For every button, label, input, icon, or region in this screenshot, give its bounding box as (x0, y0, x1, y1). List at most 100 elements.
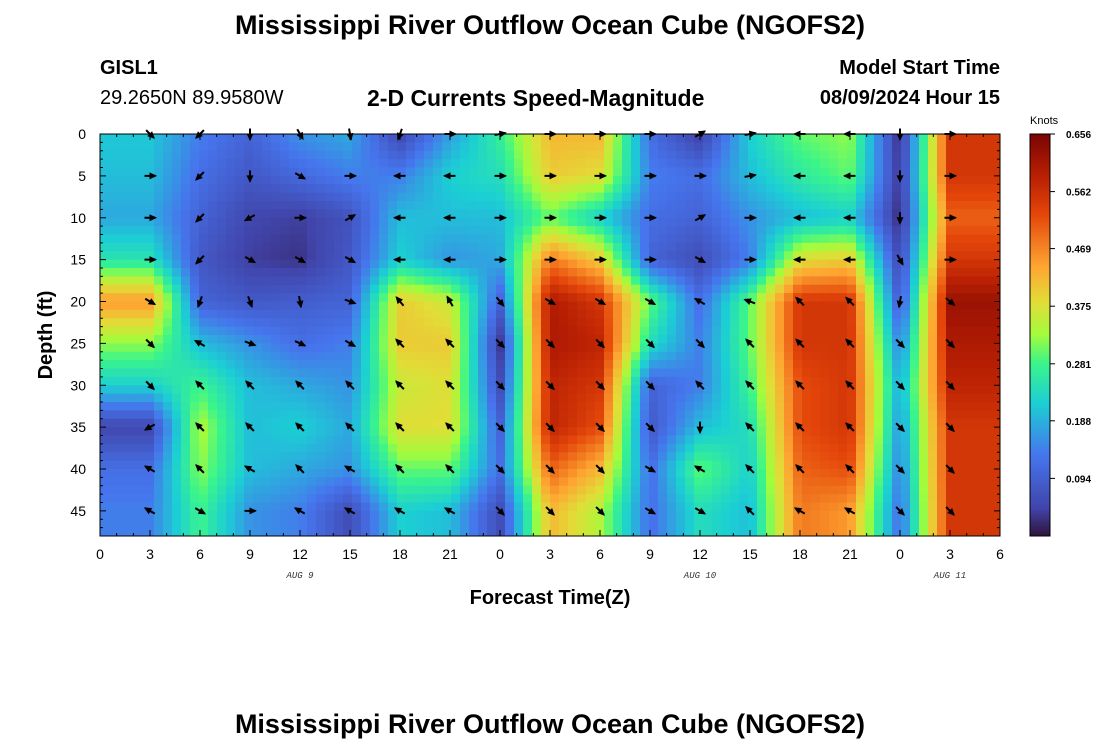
heatmap-cell (244, 351, 254, 361)
heatmap-cell (676, 502, 686, 512)
heatmap-cell (685, 452, 695, 462)
heatmap-cell (352, 268, 362, 277)
heatmap-cell (955, 443, 965, 453)
heatmap-cell (658, 360, 668, 370)
heatmap-cell (343, 326, 353, 336)
heatmap-cell (964, 326, 974, 336)
heatmap-cell (559, 242, 569, 252)
current-arrow (445, 422, 455, 432)
heatmap-cell (154, 150, 164, 160)
current-arrow (694, 256, 707, 264)
heatmap-cell (289, 276, 299, 286)
heatmap-cell (946, 376, 956, 386)
heatmap-cell (100, 175, 110, 185)
heatmap-cell (919, 427, 929, 437)
heatmap-cell (757, 519, 767, 529)
heatmap-cell (550, 527, 560, 536)
current-arrow (245, 380, 255, 390)
heatmap-cell (415, 477, 425, 487)
heatmap-cell (109, 142, 119, 152)
heatmap-cell (145, 402, 155, 411)
heatmap-cell (505, 184, 515, 194)
heatmap-cell (703, 242, 713, 252)
current-arrow (195, 422, 205, 432)
heatmap-cell (280, 192, 290, 202)
heatmap-cell (397, 527, 407, 536)
heatmap-cell (766, 427, 776, 437)
heatmap-cell (856, 460, 866, 470)
heatmap-cell (217, 301, 227, 311)
heatmap-cell (487, 309, 497, 319)
heatmap-cell (847, 234, 857, 244)
heatmap-cell (568, 368, 578, 378)
heatmap-cell (190, 519, 200, 529)
heatmap-cell (343, 335, 353, 344)
heatmap-cell (505, 234, 515, 244)
heatmap-cell (127, 510, 137, 520)
heatmap-cell (397, 410, 407, 420)
heatmap-cell (910, 343, 920, 353)
heatmap-cell (424, 376, 434, 386)
heatmap-cell (748, 142, 758, 152)
heatmap-cell (127, 402, 137, 411)
heatmap-cell (991, 175, 1000, 185)
heatmap-cell (955, 469, 965, 478)
heatmap-cell (802, 226, 812, 236)
heatmap-cell (901, 309, 911, 319)
heatmap-cell (586, 201, 596, 210)
heatmap-cell (676, 259, 686, 269)
heatmap-cell (163, 284, 173, 294)
heatmap-cell (460, 335, 470, 344)
heatmap-cell (487, 460, 497, 470)
heatmap-cell (946, 259, 956, 269)
heatmap-cell (316, 301, 326, 311)
heatmap-cell (325, 376, 335, 386)
heatmap-cell (937, 494, 947, 504)
heatmap-cell (559, 150, 569, 160)
heatmap-cell (559, 510, 569, 520)
heatmap-cell (343, 477, 353, 487)
heatmap-cell (649, 510, 659, 520)
heatmap-cell (676, 343, 686, 353)
heatmap-cell (622, 452, 632, 462)
heatmap-cell (199, 418, 209, 428)
heatmap-cell (847, 326, 857, 336)
heatmap-cell (127, 234, 137, 244)
heatmap-cell (361, 217, 371, 227)
heatmap-cell (145, 175, 155, 185)
heatmap-cell (793, 318, 803, 328)
heatmap-cell (883, 184, 893, 194)
heatmap-cell (820, 477, 830, 487)
heatmap-cell (838, 519, 848, 529)
heatmap-cell (352, 485, 362, 495)
heatmap-cell (325, 519, 335, 529)
heatmap-cell (793, 175, 803, 185)
heatmap-cell (550, 326, 560, 336)
heatmap-cell (451, 485, 461, 495)
heatmap-cell (622, 251, 632, 261)
heatmap-cell (388, 494, 398, 504)
heatmap-cell (415, 385, 425, 395)
heatmap-cell (244, 452, 254, 462)
heatmap-cell (505, 360, 515, 370)
heatmap-cell (622, 175, 632, 185)
heatmap-cell (451, 368, 461, 378)
heatmap-cell (613, 418, 623, 428)
heatmap-cell (577, 477, 587, 487)
heatmap-cell (181, 259, 191, 269)
heatmap-cell (271, 184, 281, 194)
heatmap-cell (388, 259, 398, 269)
heatmap-cell (145, 351, 155, 361)
heatmap-cell (982, 226, 992, 236)
heatmap-cell (694, 460, 704, 470)
heatmap-cell (253, 134, 263, 143)
heatmap-cell (415, 469, 425, 478)
heatmap-cell (694, 159, 704, 169)
heatmap-cell (874, 159, 884, 169)
heatmap-cell (541, 443, 551, 453)
heatmap-cell (451, 335, 461, 344)
heatmap-cell (874, 192, 884, 202)
heatmap-cell (928, 343, 938, 353)
heatmap-cell (343, 142, 353, 152)
heatmap-cell (928, 351, 938, 361)
